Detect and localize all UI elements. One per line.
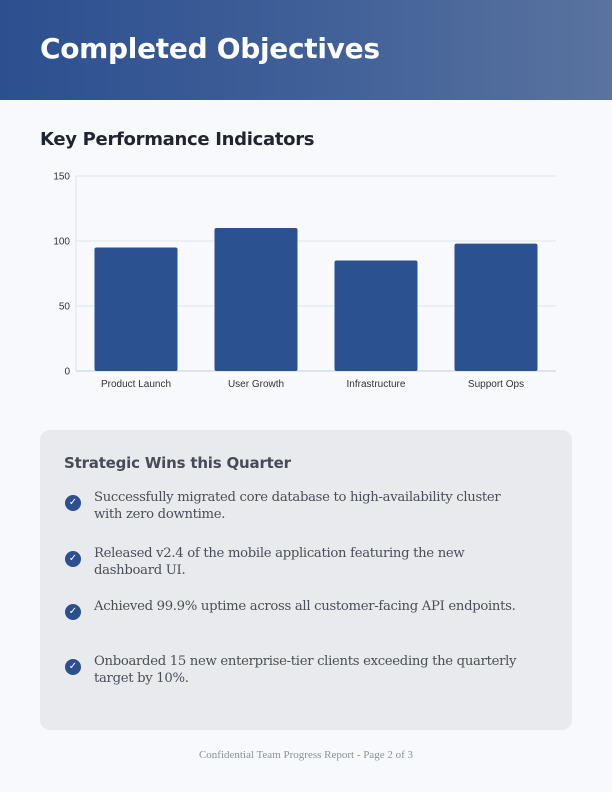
page-title: Completed Objectives (40, 32, 380, 65)
bar (334, 260, 418, 371)
check-circle-icon: ✓ (65, 604, 81, 620)
x-tick-label: User Growth (228, 379, 284, 390)
strategic-wins-card: Strategic Wins this Quarter ✓ Successful… (40, 430, 572, 730)
y-tick-label: 150 (53, 172, 70, 183)
win-item: ✓ Onboarded 15 new enterprise-tier clien… (65, 653, 525, 687)
x-tick-label: Product Launch (101, 379, 171, 390)
bar (454, 243, 538, 371)
check-circle-icon: ✓ (65, 551, 81, 567)
wins-title: Strategic Wins this Quarter (64, 454, 291, 472)
win-item: ✓ Released v2.4 of the mobile applicatio… (65, 545, 525, 579)
win-item-text: Achieved 99.9% uptime across all custome… (94, 599, 516, 614)
x-tick-label: Infrastructure (347, 379, 406, 390)
bar (214, 228, 298, 371)
win-item-text: Successfully migrated core database to h… (94, 490, 501, 522)
y-tick-label: 50 (59, 302, 71, 313)
check-circle-icon: ✓ (65, 495, 81, 511)
win-item: ✓ Successfully migrated core database to… (65, 489, 525, 523)
y-tick-label: 100 (53, 237, 70, 248)
win-item: ✓ Achieved 99.9% uptime across all custo… (65, 598, 525, 620)
check-circle-icon: ✓ (65, 659, 81, 675)
y-tick-label: 0 (64, 367, 70, 378)
kpi-bar-chart: 0 50 100 150 Product Launch User Growth Infras… (53, 172, 556, 390)
x-tick-label: Support Ops (468, 379, 524, 390)
page-footer: Confidential Team Progress Report - Page… (198, 749, 414, 761)
win-item-text: Onboarded 15 new enterprise-tier clients… (94, 654, 517, 686)
bar (94, 247, 178, 371)
kpi-section-title: Key Performance Indicators (40, 129, 315, 150)
win-item-text: Released v2.4 of the mobile application … (94, 546, 465, 578)
page-header: Completed Objectives (0, 0, 612, 100)
